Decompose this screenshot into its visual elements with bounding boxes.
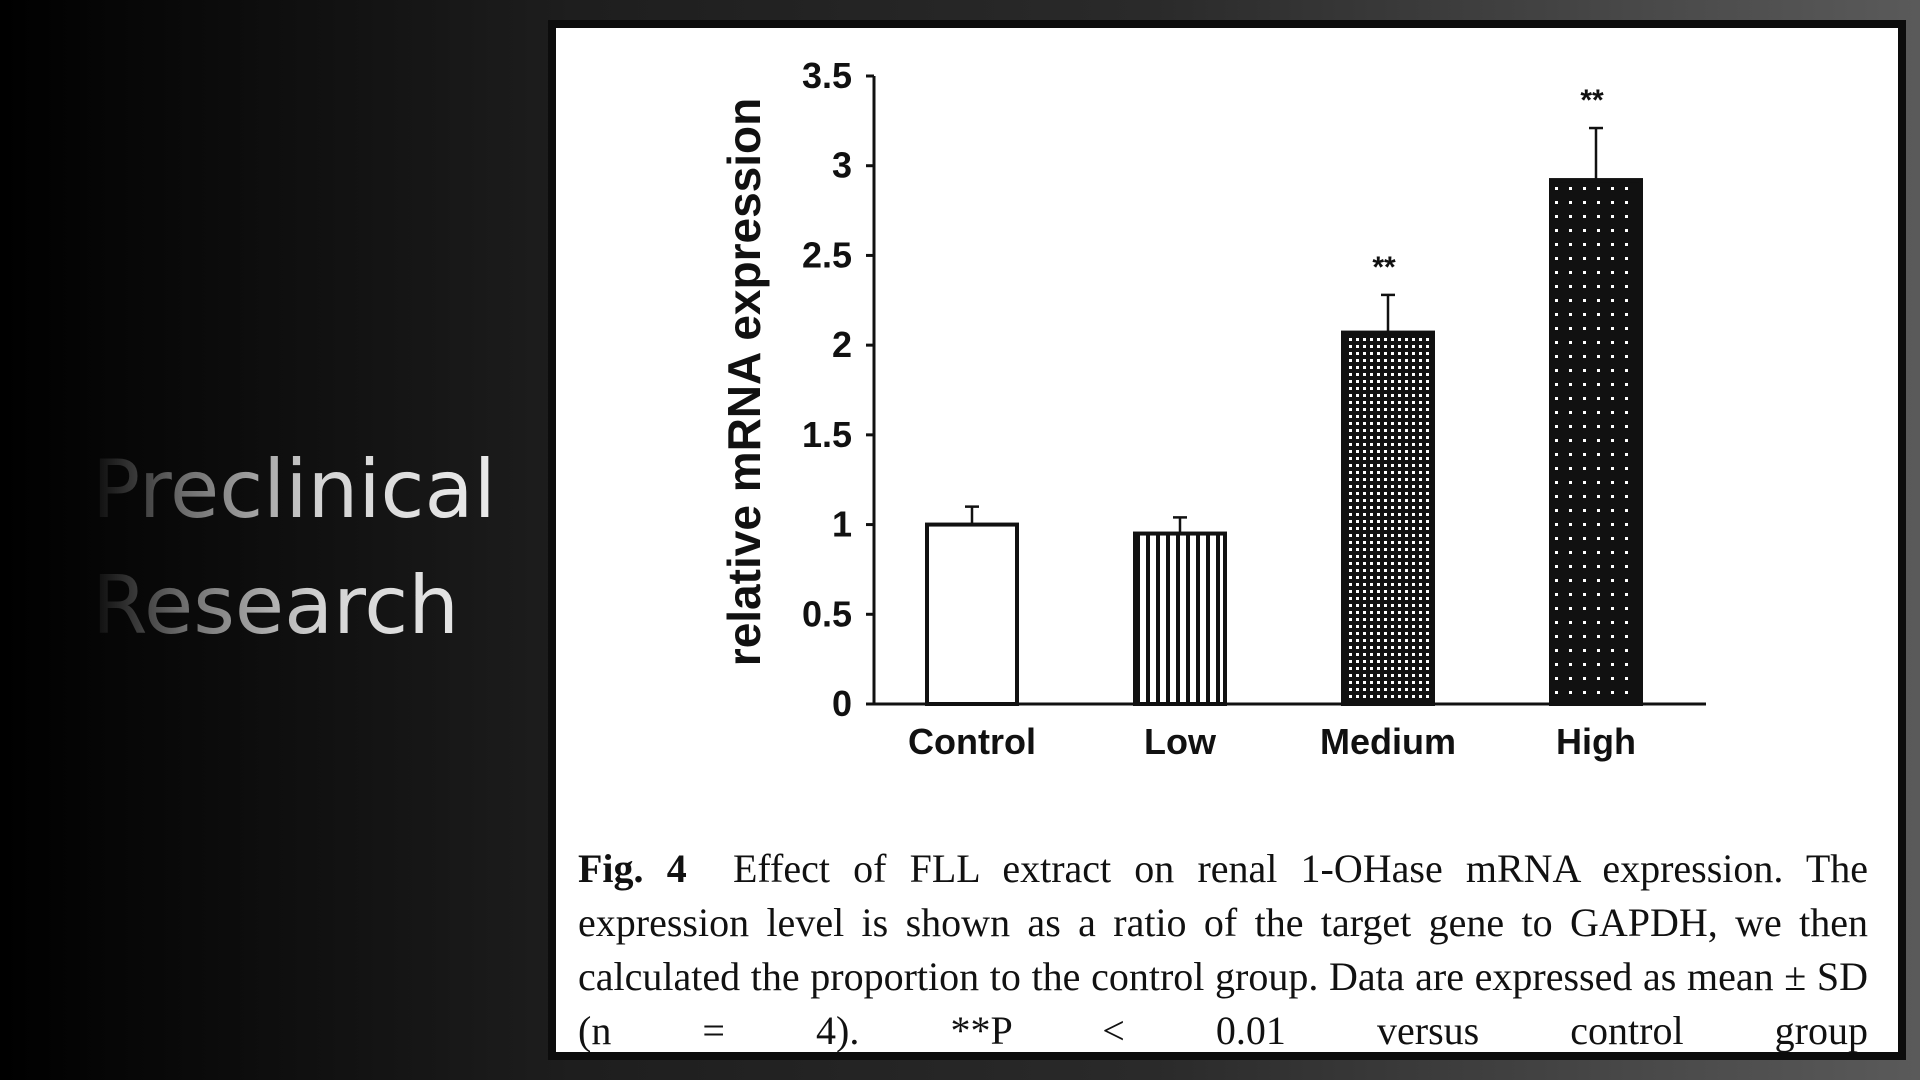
significance-marker: ** bbox=[1372, 251, 1396, 284]
y-tick-label: 1 bbox=[832, 504, 852, 545]
slide-title-line-1: Preclinical bbox=[92, 443, 496, 536]
caption-line-3: we then calculated the proportion to the… bbox=[578, 900, 1869, 999]
slide-title-line-2: Research bbox=[92, 559, 459, 652]
y-tick-label: 2.5 bbox=[802, 234, 852, 275]
bar-medium bbox=[1341, 330, 1435, 706]
bar-chart: 0 0.5 1 1.5 2 2.5 3 3.5 relative mRNA expression… bbox=[718, 55, 1706, 762]
caption-line-2: The expression level is shown as a ratio… bbox=[578, 846, 1869, 945]
bar-high bbox=[1549, 178, 1643, 707]
figure-card: 0 0.5 1 1.5 2 2.5 3 3.5 relative mRNA expression… bbox=[556, 28, 1898, 1053]
caption-line-1: Effect of FLL extract on renal 1-OHase m… bbox=[733, 846, 1784, 891]
bar-control bbox=[925, 522, 1019, 707]
y-tick-label: 3 bbox=[832, 145, 852, 186]
caption-label: Fig. 4 bbox=[578, 846, 687, 891]
y-tick-label: 2 bbox=[832, 324, 852, 365]
x-category-label: High bbox=[1556, 721, 1636, 762]
y-tick-label: 0.5 bbox=[802, 593, 852, 634]
x-category-label: Control bbox=[908, 721, 1036, 762]
x-category-label: Low bbox=[1144, 721, 1217, 762]
caption-line-4: expressed as mean ± SD (n = 4). **P < 0.… bbox=[578, 954, 1869, 1053]
y-tick-label: 3.5 bbox=[802, 55, 852, 96]
y-tick-label: 0 bbox=[832, 683, 852, 724]
figure-frame: 0 0.5 1 1.5 2 2.5 3 3.5 relative mRNA expression… bbox=[548, 20, 1906, 1060]
bar-low bbox=[1133, 531, 1227, 706]
figure-caption: Fig. 4 Effect of FLL extract on renal 1-… bbox=[578, 842, 1868, 1058]
y-axis-title: relative mRNA expression bbox=[718, 98, 770, 666]
significance-marker: ** bbox=[1580, 84, 1604, 117]
y-tick-label: 1.5 bbox=[802, 414, 852, 455]
slide-title: Preclinical Research bbox=[92, 432, 512, 664]
x-category-label: Medium bbox=[1320, 721, 1456, 762]
